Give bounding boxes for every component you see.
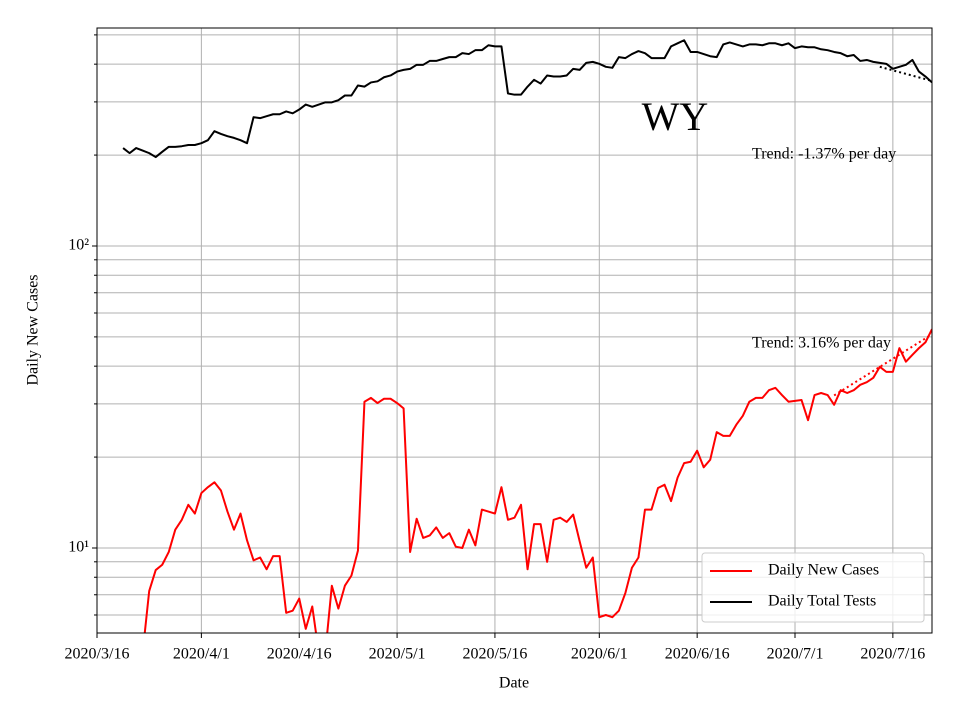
- series-line: [143, 328, 932, 633]
- series-line: [122, 39, 932, 159]
- plot-frame: [96, 27, 933, 634]
- x-tick-label: 2020/5/16: [462, 646, 527, 663]
- x-tick-label: 2020/3/16: [65, 646, 130, 663]
- axes: 2020/3/16 2020/4/1 2020/4/16 2020/5/1 2020/5…: [65, 34, 925, 663]
- legend-label: Daily New Cases: [768, 562, 879, 579]
- plot-lines: [122, 39, 932, 633]
- x-axis-label: Date: [499, 675, 529, 692]
- x-tick-label: 2020/4/1: [173, 646, 230, 663]
- x-tick-label: 2020/6/16: [665, 646, 730, 663]
- annotation: Trend: -1.37% per day: [752, 146, 896, 163]
- x-tick-label: 2020/7/1: [767, 646, 824, 663]
- y-tick-label: 10²: [68, 237, 89, 254]
- x-tick-label: 2020/4/16: [267, 646, 332, 663]
- grid: [96, 28, 932, 633]
- x-tick-label: 2020/5/1: [369, 646, 426, 663]
- legend-label: Daily Total Tests: [768, 593, 876, 610]
- y-tick-label: 10¹: [68, 539, 89, 556]
- trend-line: [833, 333, 932, 397]
- x-tick-label: 2020/7/16: [860, 646, 925, 663]
- chart-title: WY: [642, 94, 709, 139]
- x-tick-label: 2020/6/1: [571, 646, 628, 663]
- legend: Daily New Cases Daily Total Tests: [701, 552, 925, 623]
- y-axis-label: Daily New Cases: [25, 274, 42, 385]
- legend-box: [701, 552, 925, 623]
- annotation: Trend: 3.16% per day: [752, 335, 891, 352]
- trend-line: [879, 65, 932, 82]
